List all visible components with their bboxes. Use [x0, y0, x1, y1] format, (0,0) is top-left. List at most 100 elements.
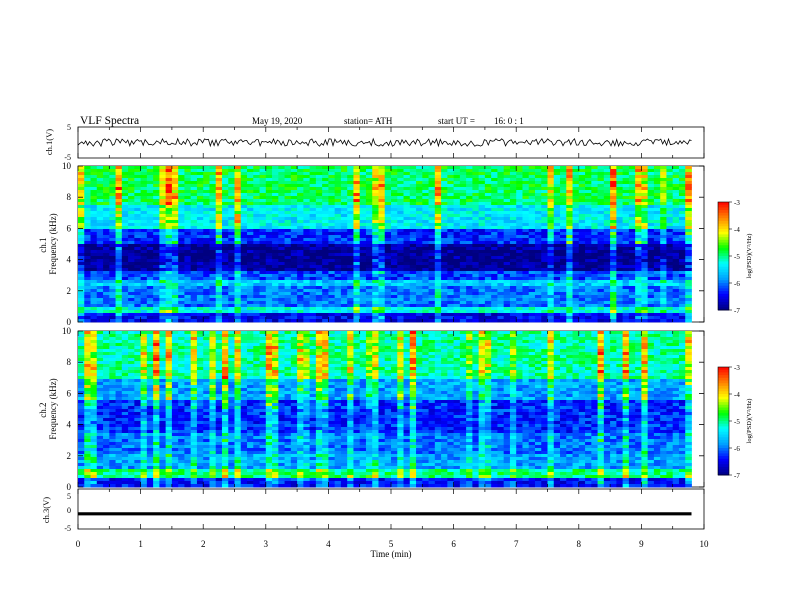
- spectrogram-cell: [372, 277, 379, 281]
- spectrogram-cell: [115, 241, 123, 245]
- spectrogram-cell: [397, 169, 404, 173]
- spectrogram-cell: [278, 301, 285, 305]
- spectrogram-cell: [497, 259, 505, 263]
- spectrogram-cell: [534, 307, 542, 311]
- spectrogram-cell: [128, 205, 135, 209]
- spectrogram-cell: [422, 223, 429, 227]
- spectrogram-cell: [653, 283, 661, 287]
- spectrogram-cell: [134, 178, 141, 182]
- spectrogram-cell: [303, 214, 311, 218]
- spectrogram-cell: [509, 187, 517, 191]
- spectrogram-cell: [610, 229, 617, 233]
- spectrogram-cell: [384, 214, 392, 218]
- spectrogram-cell: [572, 226, 580, 230]
- spectrogram-cell: [509, 202, 517, 206]
- spectrogram-cell: [347, 187, 354, 191]
- spectrogram-cell: [253, 268, 260, 272]
- spectrogram-cell: [678, 214, 686, 218]
- spectrogram-cell: [384, 205, 392, 209]
- spectrogram-cell: [78, 274, 85, 278]
- spectrogram-cell: [484, 286, 492, 290]
- spectrogram-cell: [585, 229, 592, 233]
- spectrogram-cell: [253, 289, 260, 293]
- spectrogram-cell: [178, 211, 185, 215]
- spectrogram-cell: [234, 256, 242, 260]
- spectrogram-cell: [265, 223, 273, 227]
- spectrogram-cell: [484, 274, 492, 278]
- spectrogram-cell: [635, 256, 642, 260]
- spectrogram-cell: [653, 265, 661, 269]
- spectrogram-cell: [178, 283, 185, 287]
- spectrogram-cell: [272, 169, 279, 173]
- spectrogram-cell: [416, 304, 423, 308]
- spectrogram-cell: [478, 238, 486, 242]
- spectrogram-cell: [459, 310, 467, 314]
- spectrogram-cell: [90, 265, 98, 269]
- spectrogram-cell: [297, 304, 304, 308]
- spectrogram-cell: [647, 274, 655, 278]
- spectrogram-cell: [284, 265, 292, 269]
- spectrogram-cell: [528, 274, 536, 278]
- spectrogram-cell: [635, 181, 642, 185]
- spectrogram-cell: [416, 199, 423, 203]
- spectrogram-cell: [635, 193, 642, 197]
- spectrogram-cell: [534, 244, 542, 248]
- spectrogram-cell: [472, 232, 480, 236]
- spectrogram-cell: [491, 292, 498, 296]
- spectrogram-cell: [572, 286, 580, 290]
- spectrogram-cell: [616, 214, 624, 218]
- spectrogram-cell: [278, 235, 285, 239]
- spectrogram-cell: [303, 229, 311, 233]
- spectrogram-cell: [159, 259, 167, 263]
- spectrogram-cell: [359, 274, 367, 278]
- spectrogram-cell: [560, 292, 567, 296]
- spectrogram-cell: [534, 283, 542, 287]
- spectrogram-cell: [672, 271, 680, 275]
- spectrogram-cell: [553, 256, 561, 260]
- spectrogram-cell: [90, 280, 98, 284]
- spectrogram-cell: [84, 205, 91, 209]
- spectrogram-cell: [228, 166, 235, 170]
- spectrogram-cell: [278, 268, 285, 272]
- spectrogram-cell: [103, 268, 110, 272]
- spectrogram-cell: [78, 232, 85, 236]
- spectrogram-cell: [660, 184, 667, 188]
- spectrogram-cell: [340, 184, 348, 188]
- spectrogram-cell: [221, 313, 229, 317]
- spectrogram-cell: [328, 166, 336, 170]
- spectrogram-cell: [484, 259, 492, 263]
- spectrogram-cell: [666, 259, 674, 263]
- spectrogram-cell: [653, 262, 661, 266]
- spectrogram-cell: [428, 310, 436, 314]
- spectrogram-cell: [322, 310, 329, 314]
- spectrogram-cell: [234, 229, 242, 233]
- spectrogram-cell: [591, 175, 598, 179]
- spectrogram-cell: [115, 310, 123, 314]
- spectrogram-cell: [416, 208, 423, 212]
- spectrogram-cell: [259, 316, 267, 320]
- spectrogram-cell: [297, 214, 304, 218]
- spectrogram-cell: [328, 292, 336, 296]
- spectrogram-cell: [566, 190, 573, 194]
- spectrogram-cell: [372, 172, 379, 176]
- spectrogram-cell: [441, 268, 448, 272]
- spectrogram-cell: [115, 238, 123, 242]
- spectrogram-cell: [622, 214, 630, 218]
- spectrogram-cell: [196, 196, 204, 200]
- spectrogram-cell: [578, 247, 586, 251]
- spectrogram-cell: [328, 190, 336, 194]
- spectrogram-cell: [522, 307, 530, 311]
- spectrogram-cell: [315, 172, 323, 176]
- spectrogram-cell: [610, 295, 617, 299]
- spectrogram-cell: [253, 286, 260, 290]
- spectrogram-cell: [635, 175, 642, 179]
- spectrogram-cell: [315, 247, 323, 251]
- spectrogram-cell: [428, 295, 436, 299]
- spectrogram-cell: [334, 175, 342, 179]
- spectrogram-cell: [403, 277, 411, 281]
- spectrogram-cell: [560, 232, 567, 236]
- spectrogram-cell: [591, 247, 598, 251]
- spectrogram-cell: [459, 202, 467, 206]
- spectrogram-cell: [478, 223, 486, 227]
- spectrogram-cell: [541, 205, 548, 209]
